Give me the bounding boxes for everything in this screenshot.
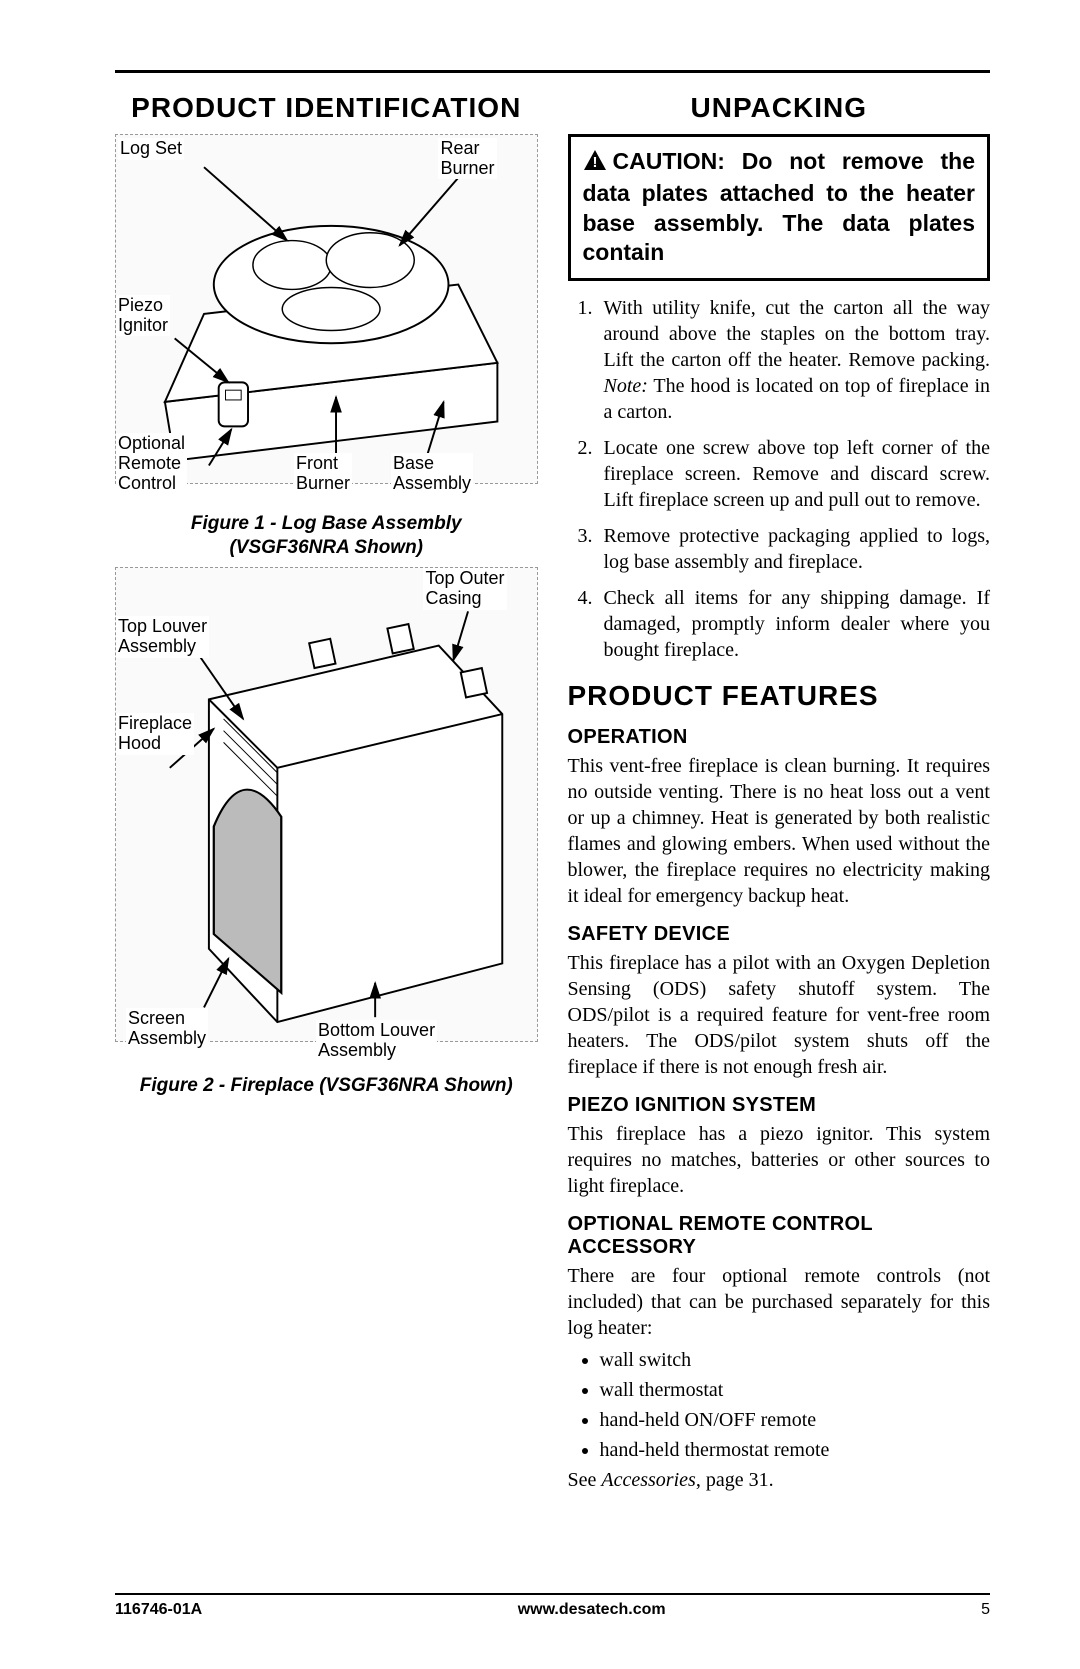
operation-body: This vent-free fireplace is clean burnin… <box>568 753 991 909</box>
unpacking-steps: With utility knife, cut the carton all t… <box>568 295 991 663</box>
footer-doc-id: 116746-01A <box>115 1601 202 1619</box>
two-column-layout: PRODUCT IDENTIFICATION <box>115 93 990 1492</box>
step-3: Remove protective packaging applied to l… <box>598 523 991 575</box>
product-id-heading: PRODUCT IDENTIFICATION <box>115 93 538 124</box>
bullet-thermostat-remote: hand-held thermostat remote <box>600 1435 991 1465</box>
figure-1-caption: Figure 1 - Log Base Assembly (VSGF36NRA … <box>115 512 538 560</box>
label-top-louver: Top Louver Assembly <box>116 616 209 658</box>
page-footer: 116746-01A www.desatech.com 5 <box>115 1593 990 1619</box>
label-piezo: Piezo Ignitor <box>116 295 170 337</box>
log-base-svg <box>116 135 537 483</box>
footer-url: www.desatech.com <box>202 1601 981 1619</box>
product-features-heading: PRODUCT FEATURES <box>568 681 991 712</box>
bullet-wall-switch: wall switch <box>600 1345 991 1375</box>
top-rule <box>115 70 990 73</box>
label-rear-burner: Rear Burner <box>438 138 496 180</box>
bullet-wall-thermostat: wall thermostat <box>600 1375 991 1405</box>
remote-bullets: wall switch wall thermostat hand-held ON… <box>568 1345 991 1465</box>
step-4: Check all items for any shipping damage.… <box>598 585 991 663</box>
label-front-burner: Front Burner <box>294 453 352 495</box>
step-2: Locate one screw above top left corner o… <box>598 435 991 513</box>
label-top-outer-casing: Top Outer Casing <box>423 568 506 610</box>
figure-2: Top Louver Assembly Top Outer Casing Fir… <box>115 567 538 1098</box>
caution-box: ! CAUTION: Do not remove the data plates… <box>568 134 991 282</box>
figure-2-diagram: Top Louver Assembly Top Outer Casing Fir… <box>115 567 538 1042</box>
remote-subhead: OPTIONAL REMOTE CONTROL ACCESSORY <box>568 1213 991 1259</box>
figure-2-caption: Figure 2 - Fireplace (VSGF36NRA Shown) <box>115 1074 538 1098</box>
see-accessories: See Accessories, page 31. <box>568 1469 991 1492</box>
footer-page-number: 5 <box>981 1601 990 1619</box>
figure-1: Log Set Rear Burner Piezo Ignitor Option… <box>115 134 538 560</box>
right-column: UNPACKING ! CAUTION: Do not remove the d… <box>568 93 991 1492</box>
left-column: PRODUCT IDENTIFICATION <box>115 93 538 1492</box>
caution-text: ! CAUTION: Do not remove the data plates… <box>583 147 976 269</box>
label-bottom-louver: Bottom Louver Assembly <box>316 1020 437 1062</box>
warning-icon: ! <box>583 149 607 179</box>
unpacking-heading: UNPACKING <box>568 93 991 124</box>
remote-intro: There are four optional remote controls … <box>568 1263 991 1341</box>
bullet-onoff-remote: hand-held ON/OFF remote <box>600 1405 991 1435</box>
label-screen-assembly: Screen Assembly <box>126 1008 208 1050</box>
label-log-set: Log Set <box>118 138 184 160</box>
safety-subhead: SAFETY DEVICE <box>568 923 991 946</box>
step-1: With utility knife, cut the carton all t… <box>598 295 991 425</box>
piezo-body: This fireplace has a piezo ignitor. This… <box>568 1121 991 1199</box>
piezo-subhead: PIEZO IGNITION SYSTEM <box>568 1094 991 1117</box>
label-fireplace-hood: Fireplace Hood <box>116 713 194 755</box>
svg-text:!: ! <box>592 154 597 171</box>
figure-1-diagram: Log Set Rear Burner Piezo Ignitor Option… <box>115 134 538 484</box>
label-optional-remote: Optional Remote Control <box>116 433 187 494</box>
label-base-assembly: Base Assembly <box>391 453 473 495</box>
footer-rule <box>115 1593 990 1595</box>
safety-body: This fireplace has a pilot with an Oxyge… <box>568 950 991 1080</box>
operation-subhead: OPERATION <box>568 726 991 749</box>
